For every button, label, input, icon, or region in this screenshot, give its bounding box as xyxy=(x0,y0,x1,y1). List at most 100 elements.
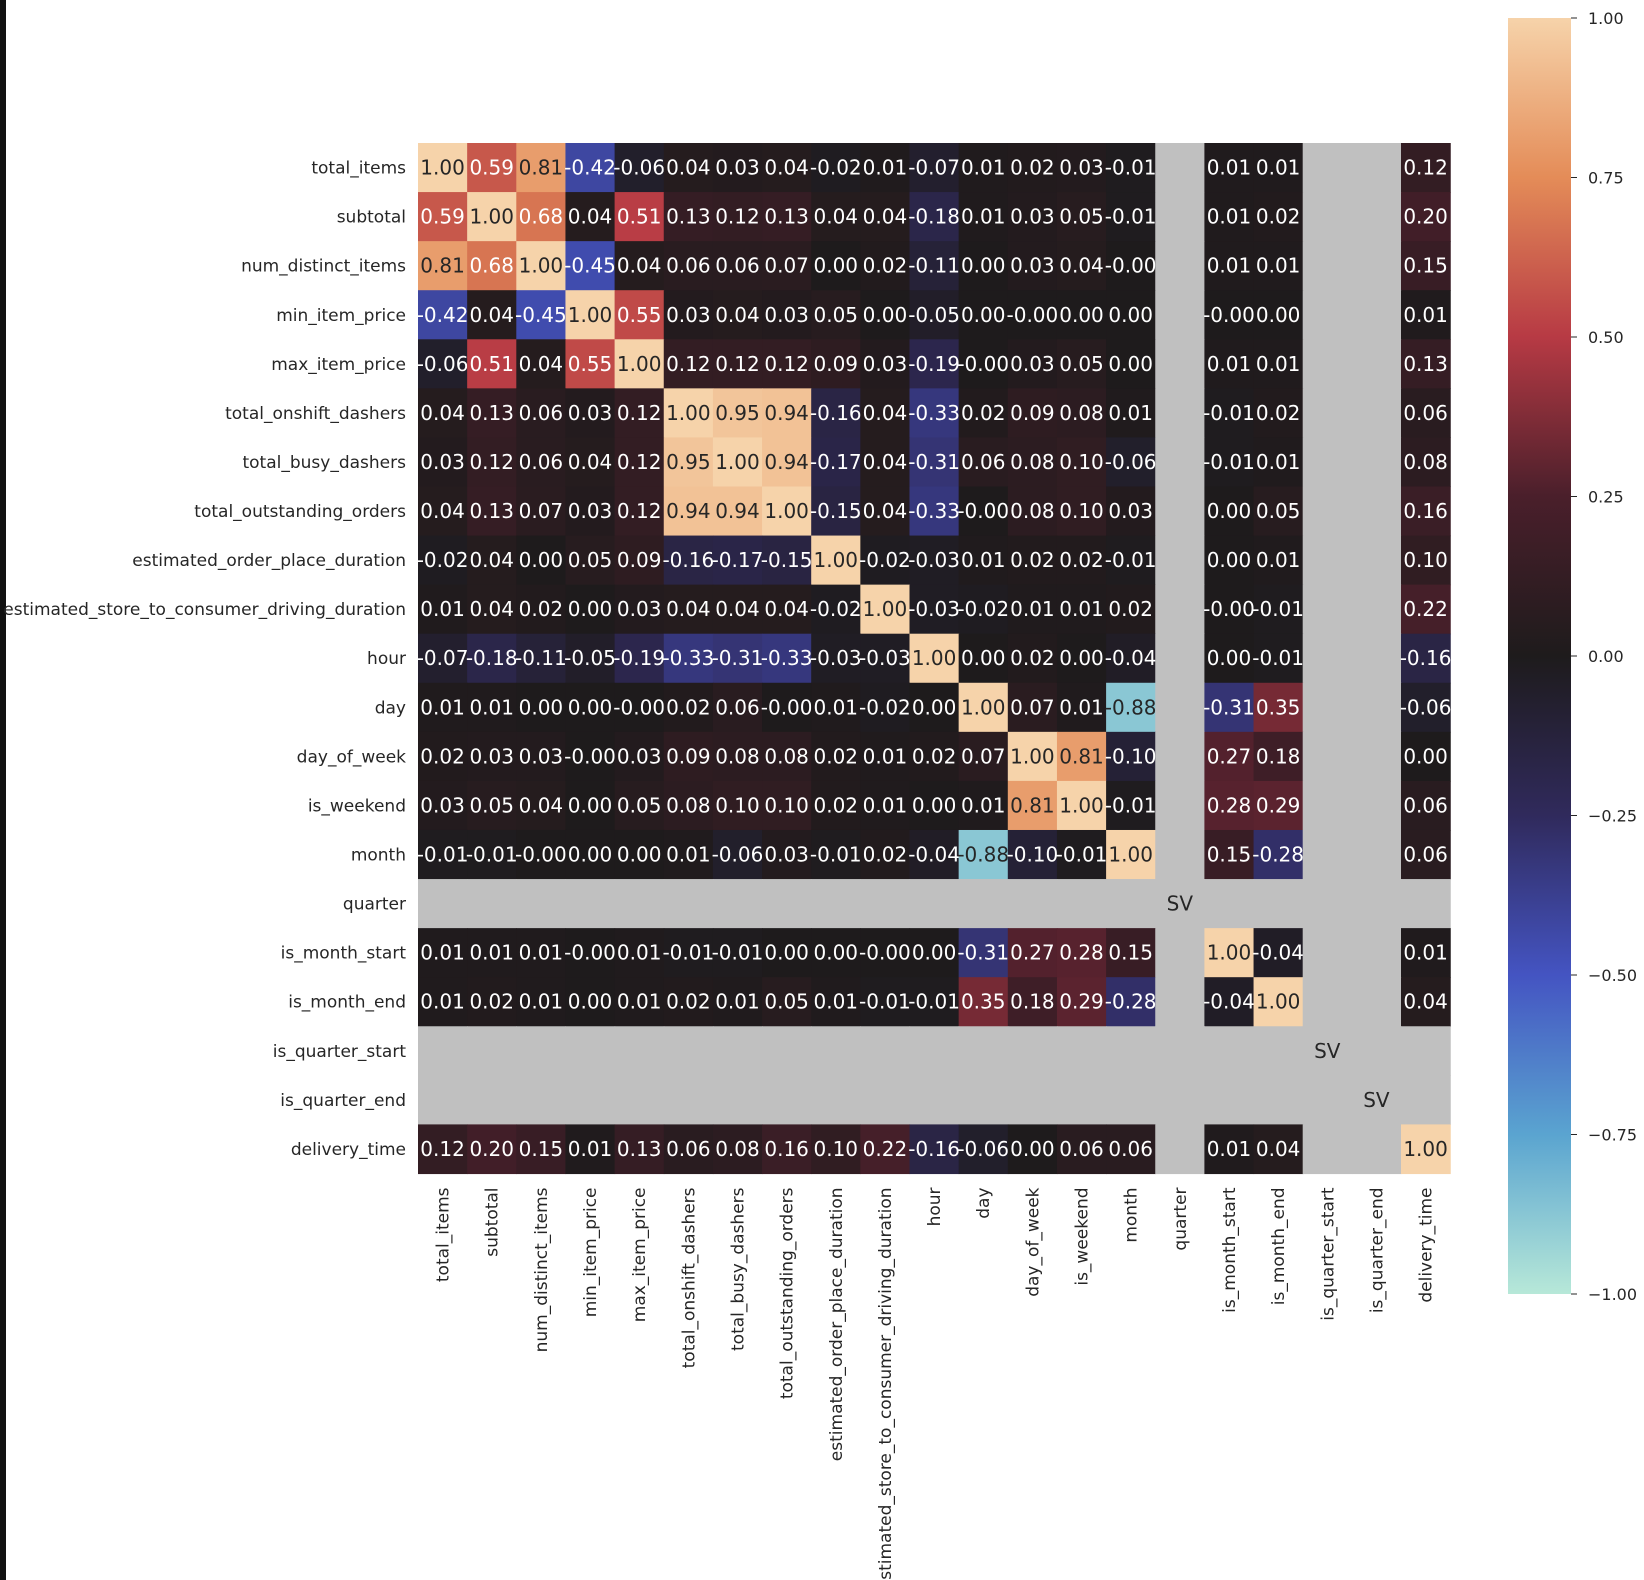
cell-value-label: -0.01 xyxy=(712,941,764,965)
cell-value-label: 0.02 xyxy=(1010,156,1055,180)
x-tick-label: is_month_start xyxy=(1220,1187,1240,1313)
cell-value-label: 0.08 xyxy=(1010,450,1055,474)
heatmap-cell xyxy=(811,1124,861,1175)
heatmap-cell xyxy=(1056,731,1107,782)
heatmap-cell-missing xyxy=(1155,1026,1205,1076)
cell-value-label: -0.33 xyxy=(908,401,960,425)
heatmap-cell xyxy=(860,535,911,586)
heatmap-cell xyxy=(762,829,812,880)
heatmap-cell-missing xyxy=(1106,879,1156,929)
cell-value-label: 0.81 xyxy=(1010,793,1055,817)
heatmap-cell-missing xyxy=(1351,977,1402,1027)
heatmap-cell-missing xyxy=(712,1075,763,1125)
cell-value-label: -0.19 xyxy=(613,646,665,670)
cell-value-label: 0.00 xyxy=(814,941,859,965)
cell-value-label: 0.01 xyxy=(863,156,908,180)
heatmap-cell xyxy=(614,339,665,389)
heatmap-cell-missing xyxy=(1155,388,1205,439)
heatmap-cell xyxy=(860,290,911,340)
x-tick-label: is_quarter_start xyxy=(1318,1187,1338,1321)
cell-value-label: 0.02 xyxy=(666,695,711,719)
cell-value-label: 0.13 xyxy=(469,499,514,523)
x-tick-label: quarter xyxy=(1171,1187,1191,1250)
cell-value-label: 0.04 xyxy=(715,303,760,327)
heatmap-cell xyxy=(1007,682,1058,733)
heatmap-cell xyxy=(811,241,861,291)
cell-value-label: 0.00 xyxy=(568,990,613,1014)
heatmap-cell xyxy=(1204,241,1255,291)
cell-value-label: 0.01 xyxy=(1403,941,1448,965)
heatmap-cell xyxy=(663,1124,714,1175)
heatmap-cell xyxy=(516,192,567,242)
cell-value-label: 0.29 xyxy=(1059,990,1104,1014)
heatmap-cell-missing xyxy=(1302,1124,1353,1175)
x-tick-label: delivery_time xyxy=(1417,1187,1437,1302)
cell-value-label: 0.07 xyxy=(764,254,809,278)
heatmap-cell-missing xyxy=(1155,829,1205,880)
heatmap-cell xyxy=(516,1124,567,1175)
y-tick-label: day_of_week xyxy=(297,747,406,767)
cell-value-label: -0.06 xyxy=(712,843,764,867)
heatmap-cell xyxy=(811,388,861,439)
cell-value-label: -0.31 xyxy=(908,450,960,474)
heatmap-cell xyxy=(1007,437,1058,488)
cell-value-label: -0.00 xyxy=(1203,303,1255,327)
heatmap-cell xyxy=(663,584,714,635)
heatmap-cell xyxy=(418,437,468,488)
heatmap-cell-missing xyxy=(1056,1026,1107,1076)
heatmap-cell-missing xyxy=(1302,584,1353,635)
heatmap-cell xyxy=(565,977,616,1027)
heatmap-cell xyxy=(614,143,665,193)
heatmap-cell xyxy=(516,241,567,291)
x-tick-label: total_items xyxy=(434,1187,454,1282)
heatmap-cell xyxy=(1401,143,1451,193)
cell-value-label: -0.00 xyxy=(761,695,813,719)
cell-value-label: -0.15 xyxy=(810,499,862,523)
heatmap-cell xyxy=(516,535,567,586)
cell-value-label: 0.09 xyxy=(814,352,859,376)
heatmap-cell xyxy=(1401,339,1451,389)
cell-value-label: 0.00 xyxy=(1010,1137,1055,1161)
heatmap-cell xyxy=(467,241,517,291)
heatmap-cell xyxy=(909,241,960,291)
heatmap-cell xyxy=(1204,290,1255,340)
cell-value-label: 0.15 xyxy=(1108,941,1153,965)
heatmap-cell xyxy=(909,143,960,193)
cell-value-label: -0.28 xyxy=(1105,990,1157,1014)
heatmap-cell xyxy=(1106,977,1156,1027)
cell-value-label: 0.01 xyxy=(1010,597,1055,621)
cell-value-label: -0.00 xyxy=(1203,597,1255,621)
cell-value-label: -0.03 xyxy=(908,548,960,572)
x-tick-label: estimated_store_to_consumer_driving_dura… xyxy=(876,1187,896,1580)
cell-value-label: 0.07 xyxy=(1010,695,1055,719)
heatmap-cell xyxy=(811,780,861,831)
cell-value-label: 1.00 xyxy=(1010,744,1055,768)
y-tick-labels: total_items subtotal num_distinct_itemsmin… xyxy=(3,159,406,1160)
heatmap-cell xyxy=(712,486,763,537)
heatmap-cell xyxy=(1056,829,1107,880)
heatmap-cell xyxy=(565,535,616,586)
cell-value-label: 0.01 xyxy=(1207,1137,1252,1161)
cell-value-label: 0.01 xyxy=(814,990,859,1014)
heatmap-cell xyxy=(1007,584,1058,635)
cell-value-label: 0.00 xyxy=(568,793,613,817)
cell-value-label: 0.03 xyxy=(519,744,564,768)
heatmap-cell xyxy=(958,731,1009,782)
cell-value-label: 0.12 xyxy=(715,352,760,376)
cell-value-label: 0.12 xyxy=(469,450,514,474)
heatmap-cell xyxy=(614,1124,665,1175)
heatmap-cell xyxy=(1253,290,1304,340)
heatmap-cell-missing xyxy=(1106,1075,1156,1125)
cell-value-label: 0.06 xyxy=(1108,1137,1153,1161)
heatmap-cell xyxy=(467,584,517,635)
colorbar-tick-label: −0.75 xyxy=(1588,1126,1637,1145)
x-tick-label: month xyxy=(1122,1187,1142,1242)
cell-value-label: 0.81 xyxy=(420,254,465,278)
heatmap-cell xyxy=(614,535,665,586)
heatmap-cell-missing xyxy=(1155,1124,1205,1175)
heatmap-cell xyxy=(614,829,665,880)
heatmap-cell-missing xyxy=(1351,1075,1402,1125)
heatmap-cell xyxy=(762,437,812,488)
y-tick-label: total_items xyxy=(311,159,406,179)
